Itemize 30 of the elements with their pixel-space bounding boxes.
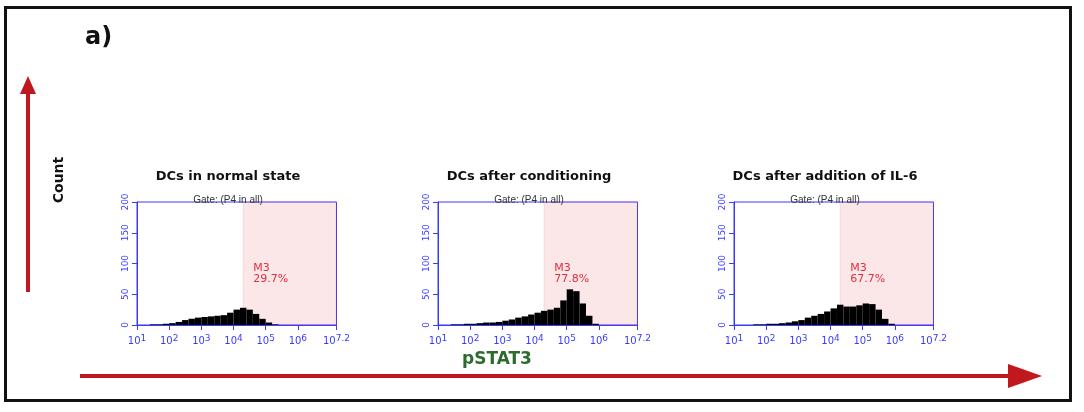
y-tick-label: 100 (420, 254, 431, 273)
y-tick-label: 150 (420, 223, 431, 242)
y-tick-label: 200 (420, 193, 431, 211)
chart-title: DCs after addition of IL-6 (732, 168, 918, 183)
text: Count (50, 156, 66, 204)
annotation: M3 (850, 261, 867, 274)
y-tick-label: 50 (716, 288, 727, 300)
text: pSTAT3 (462, 348, 532, 368)
annotation: 77.8% (554, 272, 590, 285)
y-tick-label: 100 (119, 254, 130, 273)
annotation: 67.7% (850, 272, 886, 285)
y-tick-label: 50 (420, 288, 431, 300)
y-tick-label: 100 (716, 254, 727, 273)
annotation: M3 (554, 261, 571, 274)
annotation: M3 (253, 261, 270, 274)
y-tick-label: 150 (716, 223, 727, 242)
y-tick-label: 0 (716, 321, 727, 328)
y-tick-label: 0 (420, 321, 431, 328)
y-tick-label: 50 (119, 288, 130, 300)
y-tick-label: 200 (119, 193, 130, 211)
text: a) (85, 22, 113, 50)
chart-title: DCs after conditioning (446, 168, 612, 183)
chart-subtitle: Gate: (P4 in all) (193, 193, 263, 205)
chart-title: DCs in normal state (155, 168, 301, 183)
y-tick-label: 200 (716, 193, 727, 211)
chart-subtitle: Gate: (P4 in all) (790, 193, 860, 205)
annotation: 29.7% (253, 272, 289, 285)
y-tick-label: 0 (119, 321, 130, 328)
y-tick-label: 150 (119, 223, 130, 242)
chart-subtitle: Gate: (P4 in all) (494, 193, 564, 205)
